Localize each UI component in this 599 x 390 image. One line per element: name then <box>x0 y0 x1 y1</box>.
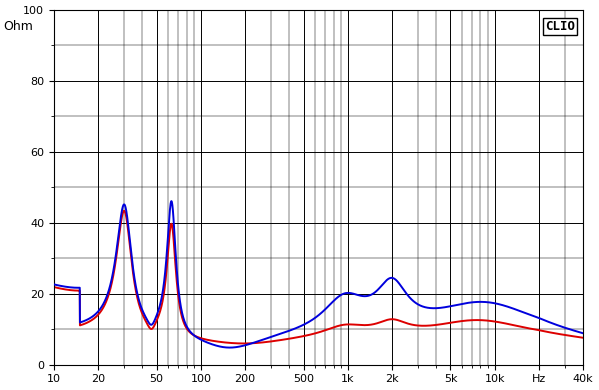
Y-axis label: Ohm: Ohm <box>3 20 33 33</box>
Text: CLIO: CLIO <box>545 20 575 33</box>
